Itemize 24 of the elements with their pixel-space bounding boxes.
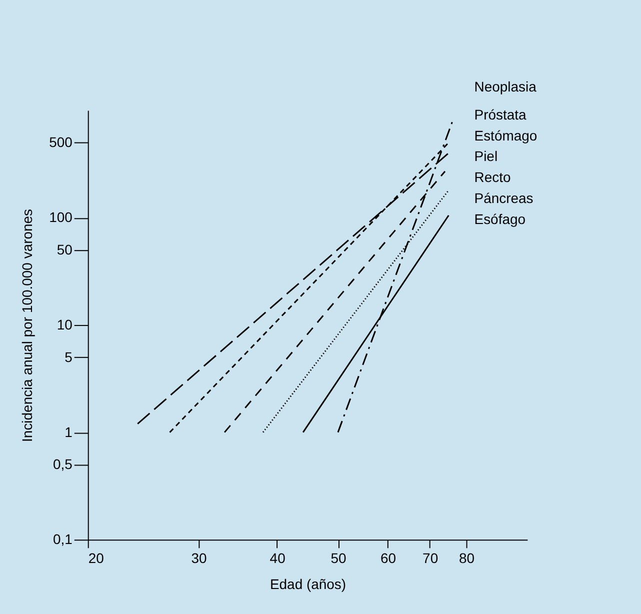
x-tick-label: 80: [458, 550, 475, 566]
y-tick-label: 10: [56, 316, 73, 332]
y-tick-label: 0,1: [52, 531, 73, 548]
x-tick-label: 70: [422, 550, 438, 566]
x-axis-title: Edad (años): [270, 576, 346, 592]
text: Recto: [474, 169, 511, 186]
series-label: Páncreas: [474, 190, 534, 206]
series-label: Piel: [474, 148, 498, 164]
y-tick-label: 100: [49, 209, 73, 226]
x-tick-label: 60: [380, 550, 396, 566]
series-label: Próstata: [474, 106, 527, 122]
y-tick-label: 500: [49, 134, 73, 150]
series-label: Esófago: [474, 211, 526, 228]
series-label: Estómago: [474, 127, 538, 144]
y-tick-label: 0,5: [52, 456, 73, 472]
y-tick-label: 50: [56, 241, 73, 258]
y-tick-label: 1: [64, 424, 73, 440]
x-tick-label: 40: [270, 550, 286, 566]
x-tick-label: 20: [88, 550, 104, 566]
y-tick-label: 5: [64, 348, 73, 365]
y-axis-title: Incidencia anual por 100.000 varones: [19, 208, 36, 442]
x-tick-label: 50: [330, 550, 346, 566]
legend-title: Neoplasia: [474, 78, 537, 94]
x-tick-label: 30: [191, 550, 208, 566]
